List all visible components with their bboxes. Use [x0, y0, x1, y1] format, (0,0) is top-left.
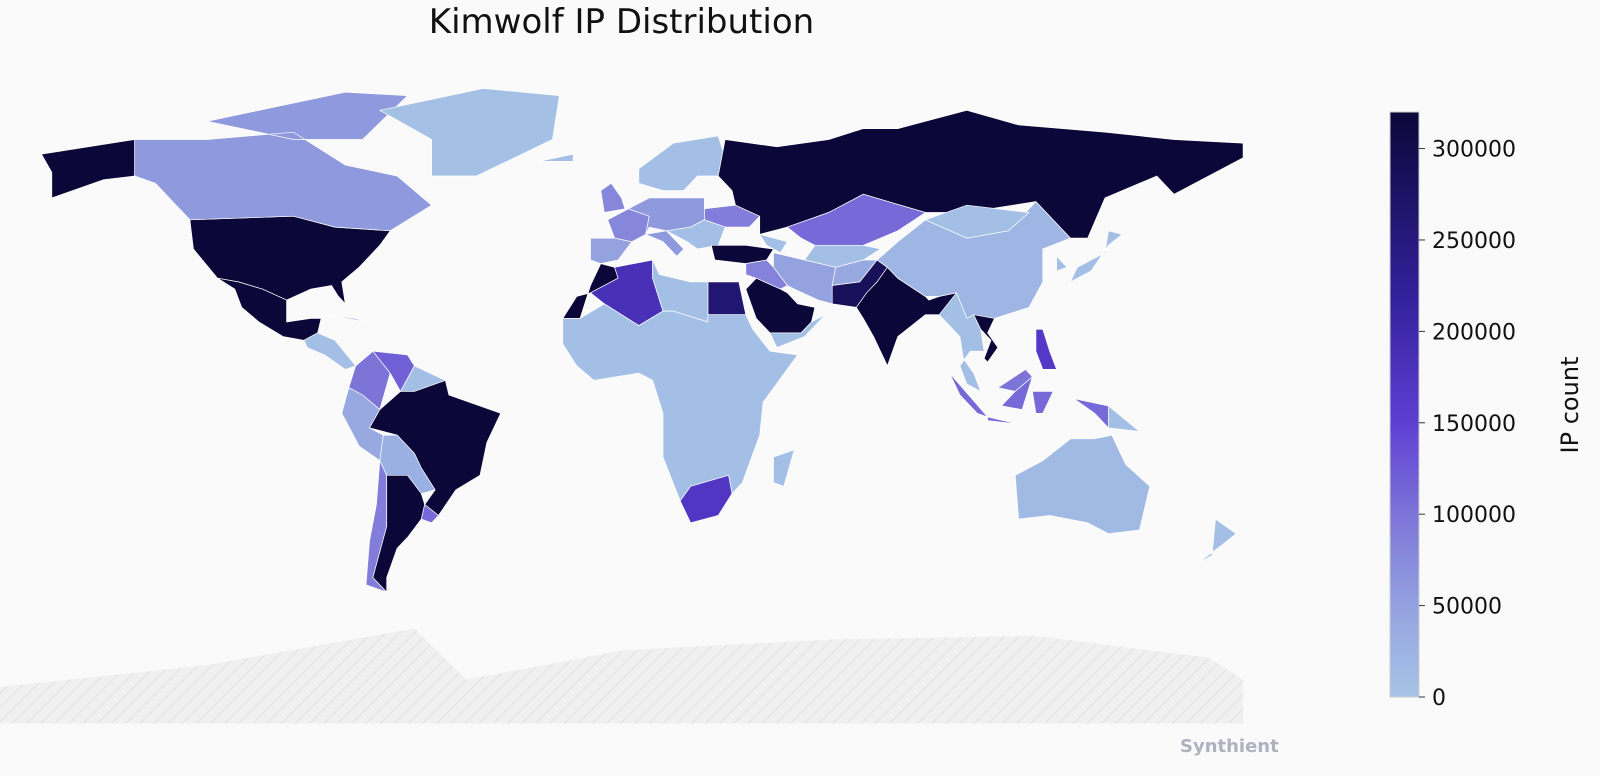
country-nz — [1197, 518, 1237, 564]
colorbar-tick-label: 0 — [1432, 686, 1446, 711]
country-balkans — [665, 219, 726, 250]
map-title: Kimwolf IP Distribution — [428, 2, 815, 42]
country-uruguay — [420, 503, 440, 524]
country-south-africa — [679, 474, 733, 524]
country-australia — [1014, 434, 1151, 535]
country-saudi-arabia — [745, 277, 816, 334]
colorbar-tick-label: 300000 — [1432, 138, 1516, 163]
colorbar-tick-label: 100000 — [1432, 503, 1516, 528]
country-png — [1108, 405, 1141, 432]
colorbar-label: IP count — [1556, 357, 1584, 454]
world-map — [0, 88, 1244, 724]
country-spain — [590, 237, 633, 264]
colorbar: 0 50000 100000 150000 200000 250000 300000 IP … — [1389, 111, 1584, 711]
country-japan — [1056, 230, 1123, 283]
country-argentina — [372, 474, 426, 593]
colorbar-tick-label: 150000 — [1432, 412, 1516, 437]
country-united-kingdom — [600, 182, 626, 213]
country-egypt — [707, 281, 747, 316]
country-camerica — [303, 314, 367, 370]
colorbar-tick-label: 200000 — [1432, 320, 1516, 345]
colorbar-tick-label: 250000 — [1432, 229, 1516, 254]
colorbar-gradient — [1389, 111, 1420, 698]
country-seasia — [938, 292, 985, 393]
country-africa — [562, 303, 799, 502]
watermark: Synthient — [1180, 736, 1279, 757]
colorbar-tick-label: 50000 — [1432, 595, 1502, 620]
country-mexico — [217, 277, 322, 341]
country-antarctica — [0, 628, 1244, 724]
country-greenland — [378, 88, 560, 177]
country-kazakhstan — [786, 193, 927, 246]
country-yemen — [769, 314, 826, 349]
country-philippines — [1035, 328, 1058, 370]
country-canada — [134, 91, 433, 232]
country-iraq — [745, 259, 788, 290]
country-vietnam — [973, 314, 999, 363]
country-mongolia — [924, 204, 1030, 239]
country-indonesia — [949, 372, 1109, 429]
country-russia — [717, 109, 1244, 239]
country-nordic — [538, 135, 726, 191]
